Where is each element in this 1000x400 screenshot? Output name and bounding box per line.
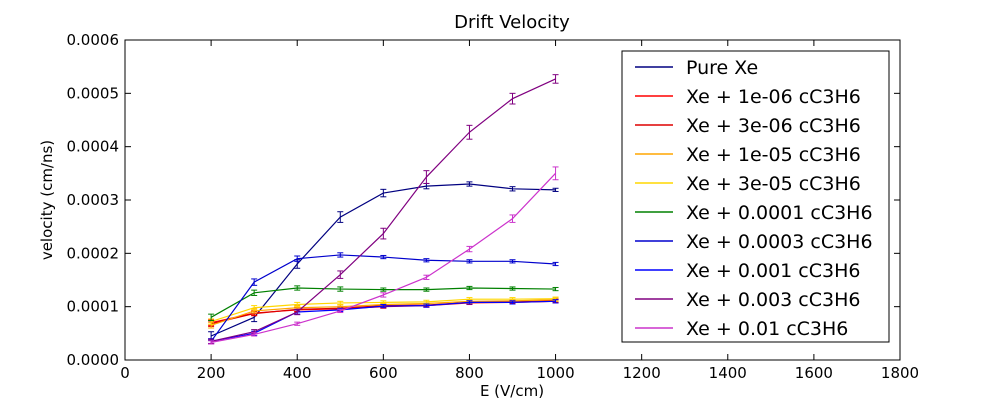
error-bar (552, 74, 559, 84)
series-7 (208, 299, 559, 344)
error-bar (294, 301, 301, 308)
legend-entry: Xe + 0.01 cC3H6 (635, 318, 848, 340)
x-tick-label: 1600 (795, 364, 833, 382)
error-bar (423, 258, 430, 263)
y-tick-label: 0.0003 (67, 191, 120, 209)
error-bar (380, 188, 387, 198)
y-tick-label: 0.0004 (67, 138, 120, 156)
legend-entry: Pure Xe (635, 57, 758, 79)
error-bar (423, 303, 430, 308)
legend: Pure Xe Xe + 1e-06 cC3H6 Xe + 3e-06 cC3H6 X… (621, 50, 890, 343)
legend-entry: Xe + 0.001 cC3H6 (635, 260, 860, 282)
y-axis-label: velocity (cm/ns) (38, 140, 56, 260)
series-9 (208, 166, 559, 345)
error-bar (380, 287, 387, 292)
error-bar (509, 300, 516, 305)
error-bar (466, 300, 473, 305)
error-bar (380, 292, 387, 298)
y-tick-label: 0.0000 (67, 351, 120, 369)
error-bar (337, 211, 344, 223)
error-bar (552, 261, 559, 267)
legend-label: Xe + 0.0001 cC3H6 (686, 202, 873, 224)
error-bar (509, 186, 516, 192)
error-bar (509, 286, 516, 291)
legend-label: Xe + 3e-05 cC3H6 (686, 173, 861, 195)
x-axis: 0 200 400 600 800 1000 1200 1400 1600 1800 (120, 40, 919, 382)
error-bar (509, 259, 516, 264)
plot-area (208, 74, 559, 345)
error-bar (337, 286, 344, 292)
legend-box (621, 50, 890, 343)
error-bar (337, 270, 344, 279)
legend-entry: Xe + 3e-06 cC3H6 (635, 115, 861, 137)
legend-label: Xe + 3e-06 cC3H6 (686, 115, 861, 137)
legend-label: Xe + 1e-05 cC3H6 (686, 144, 861, 166)
error-bar (380, 304, 387, 309)
x-tick-label: 1400 (709, 364, 747, 382)
error-bar (380, 300, 387, 305)
error-bar (337, 308, 344, 314)
error-bar (251, 289, 258, 296)
x-tick-label: 1800 (881, 364, 919, 382)
x-tick-label: 0 (120, 364, 130, 382)
legend-label: Xe + 0.003 cC3H6 (686, 289, 860, 311)
series-5 (208, 285, 559, 322)
y-tick-label: 0.0001 (67, 298, 120, 316)
error-bar (251, 332, 258, 337)
error-bar (509, 92, 516, 105)
x-tick-label: 200 (197, 364, 226, 382)
legend-label: Xe + 0.001 cC3H6 (686, 260, 860, 282)
error-bar (337, 300, 344, 306)
error-bar (509, 214, 516, 223)
error-bar (423, 299, 430, 304)
legend-entry: Xe + 1e-06 cC3H6 (635, 86, 861, 108)
legend-label: Pure Xe (686, 57, 758, 79)
error-bar (294, 321, 301, 326)
error-bar (552, 166, 559, 181)
x-tick-label: 1200 (623, 364, 661, 382)
x-tick-label: 1000 (536, 364, 574, 382)
error-bar (466, 259, 473, 264)
error-bar (552, 299, 559, 304)
error-bar (423, 274, 430, 280)
error-bar (423, 170, 430, 184)
y-tick-label: 0.0006 (67, 31, 120, 49)
y-axis: 0.0000 0.0001 0.0002 0.0003 0.0004 0.0005 0.00… (67, 31, 900, 369)
y-tick-label: 0.0002 (67, 244, 120, 262)
legend-entry: Xe + 3e-05 cC3H6 (635, 173, 861, 195)
error-bar (208, 340, 215, 345)
error-bar (552, 286, 559, 292)
error-bar (294, 285, 301, 291)
error-bar (380, 254, 387, 260)
error-bar (294, 255, 301, 262)
error-bar (337, 252, 344, 258)
error-bar (466, 124, 473, 140)
error-bar (294, 308, 301, 316)
x-tick-label: 400 (283, 364, 312, 382)
x-tick-label: 600 (369, 364, 398, 382)
error-bar (380, 227, 387, 240)
error-bar (466, 181, 473, 187)
legend-entry: Xe + 0.0001 cC3H6 (635, 202, 873, 224)
legend-entry: Xe + 0.003 cC3H6 (635, 289, 860, 311)
error-bar (466, 285, 473, 291)
y-tick-label: 0.0005 (67, 84, 120, 102)
error-bar (466, 245, 473, 253)
legend-entry: Xe + 1e-05 cC3H6 (635, 144, 861, 166)
legend-label: Xe + 1e-06 cC3H6 (686, 86, 861, 108)
error-bar (552, 187, 559, 192)
error-bar (423, 287, 430, 292)
chart-title: Drift Velocity (454, 12, 570, 33)
legend-entry: Xe + 0.0003 cC3H6 (635, 231, 873, 253)
legend-label: Xe + 0.0003 cC3H6 (686, 231, 873, 253)
x-tick-label: 800 (455, 364, 484, 382)
series-8 (208, 74, 559, 344)
x-axis-label: E (V/cm) (480, 382, 544, 400)
error-bar (208, 313, 215, 322)
error-bar (251, 305, 258, 311)
error-bar (251, 278, 258, 286)
legend-label: Xe + 0.01 cC3H6 (686, 318, 848, 340)
